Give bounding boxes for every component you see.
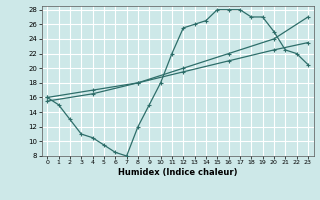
X-axis label: Humidex (Indice chaleur): Humidex (Indice chaleur) [118, 168, 237, 177]
